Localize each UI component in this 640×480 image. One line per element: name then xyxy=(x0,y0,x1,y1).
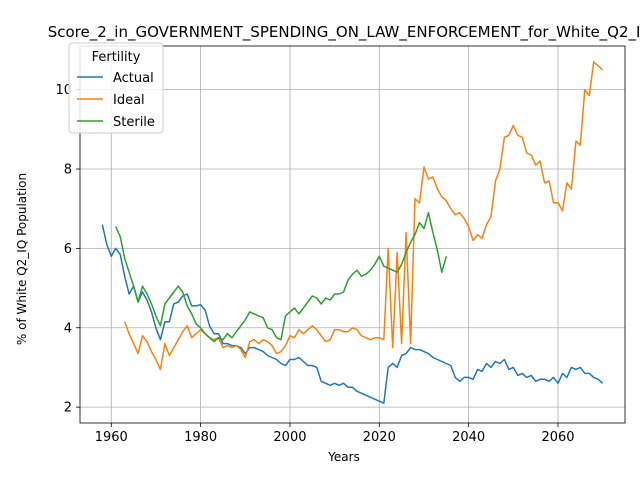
y-tick-label: 6 xyxy=(64,242,72,257)
x-tick-label: 1980 xyxy=(184,430,217,445)
legend-label-actual: Actual xyxy=(113,71,154,86)
chart-title: Score_2_in_GOVERNMENT_SPENDING_ON_LAW_EN… xyxy=(48,23,640,42)
legend-box xyxy=(68,42,164,134)
series-line-sterile xyxy=(115,211,448,343)
x-tick-label: 2020 xyxy=(363,430,396,445)
y-axis-label: % of White Q2_IQ Population xyxy=(15,173,29,345)
series-line-actual xyxy=(101,224,604,404)
grid xyxy=(80,46,625,423)
y-tick-label: 4 xyxy=(64,321,72,336)
x-tick-label: 2040 xyxy=(452,430,485,445)
legend-label-sterile: Sterile xyxy=(113,115,155,130)
legend: Fertility Actual Ideal Sterile xyxy=(68,42,164,134)
legend-label-ideal: Ideal xyxy=(113,93,145,108)
plot-area xyxy=(79,45,626,424)
y-tick-label: 10 xyxy=(55,83,72,98)
axis-ticks: 1960 1980 2000 2020 2040 2060 2 4 6 8 10 xyxy=(55,83,574,445)
x-axis-label: Years xyxy=(327,450,360,464)
y-tick-label: 8 xyxy=(64,163,72,178)
legend-title: Fertility xyxy=(92,50,141,65)
x-tick-label: 2000 xyxy=(273,430,306,445)
y-tick-label: 2 xyxy=(64,401,72,416)
series-lines xyxy=(101,61,604,404)
x-tick-label: 1960 xyxy=(95,430,128,445)
x-tick-label: 2060 xyxy=(541,430,574,445)
